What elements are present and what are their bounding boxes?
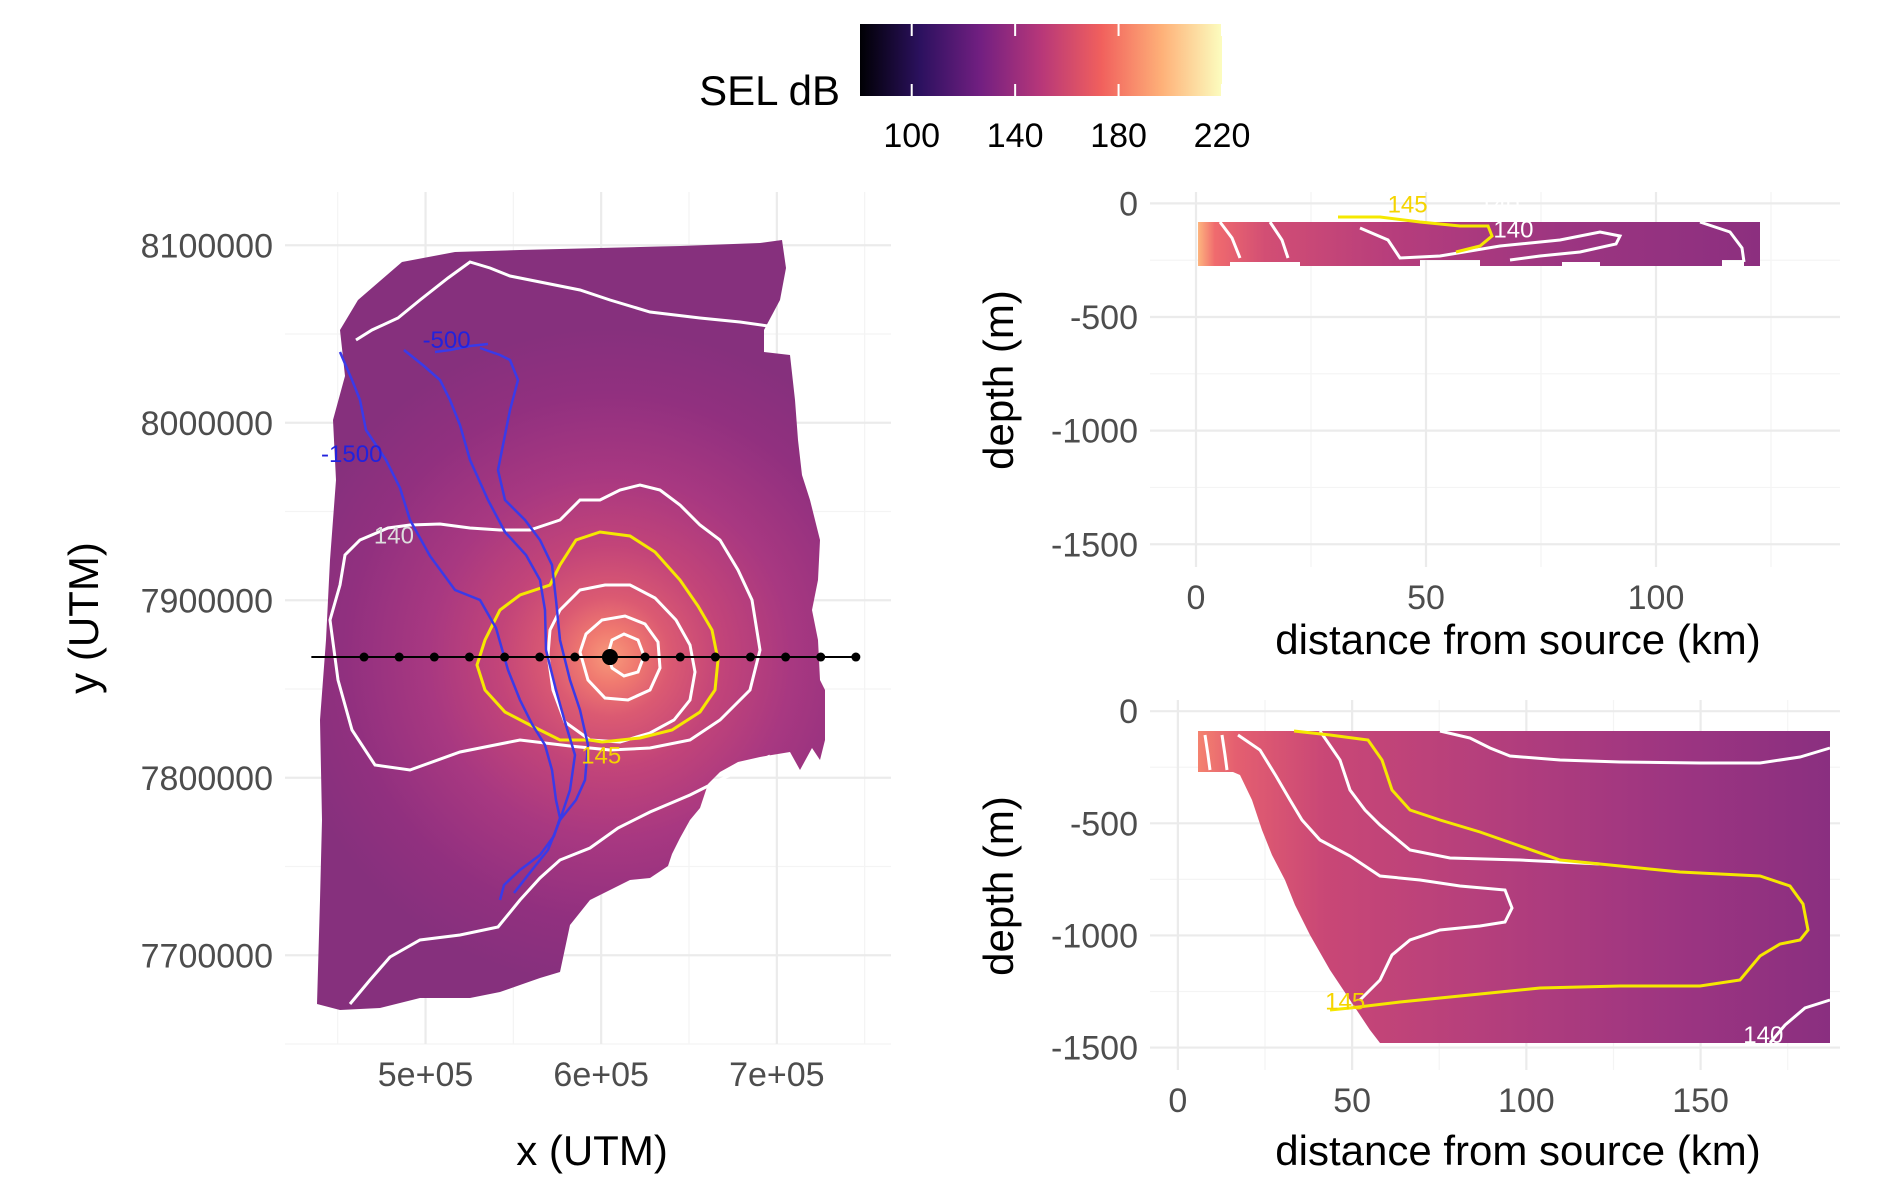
section-bottom-contour-145	[1293, 729, 1810, 1012]
section-bottom-raster	[1198, 731, 1830, 1043]
section-top-grid	[1150, 192, 1840, 567]
section-bottom-contour-white-3	[1237, 733, 1514, 1002]
section-top-raster	[1198, 222, 1760, 266]
contour-140-ring	[328, 483, 762, 772]
section-top-y-tick-label: -1500	[1051, 526, 1138, 564]
section-top-contour-white-2	[1268, 221, 1290, 259]
section-bottom-x-tick-label: 100	[1498, 1082, 1555, 1120]
receiver-point	[745, 652, 755, 662]
receiver-point	[851, 652, 861, 662]
source-point	[601, 649, 618, 666]
legend-tick-label: 180	[1090, 117, 1147, 155]
receiver-point	[429, 652, 439, 662]
receiver-point	[500, 652, 510, 662]
map-y-tick-label: 7900000	[141, 582, 273, 620]
receiver-point	[570, 652, 580, 662]
map-y-tick-label: 7700000	[141, 937, 273, 975]
legend-tick-label: 220	[1194, 117, 1251, 155]
map-y-axis-title: y (UTM)	[60, 542, 107, 694]
section-top-contour-label: 140	[1480, 191, 1520, 218]
receiver-point	[394, 652, 404, 662]
section-top-y-tick-label: -500	[1070, 299, 1138, 337]
section-bottom-x-tick-label: 50	[1333, 1082, 1371, 1120]
section-bottom-panel: 145 140 0 50 100 150 0 -500 -1000 -1500 distance…	[975, 693, 1840, 1174]
section-bottom-y-tick-label: 0	[1119, 693, 1138, 731]
section-top-x-tick-label: 50	[1407, 579, 1445, 617]
receiver-point	[816, 652, 826, 662]
receiver-point	[640, 652, 650, 662]
bathymetry-contour-2	[403, 349, 577, 894]
map-x-tick-label: 7e+05	[729, 1056, 825, 1094]
section-bottom-x-tick-label: 0	[1168, 1082, 1187, 1120]
section-bottom-contour-white-6	[1768, 998, 1831, 1044]
receiver-points	[359, 652, 861, 662]
section-top-contour-white-3	[1359, 226, 1623, 262]
map-y-tick-label: 8100000	[141, 227, 273, 265]
section-top-x-tick-label: 0	[1187, 579, 1206, 617]
section-top-x-tick-label: 100	[1628, 579, 1685, 617]
section-top-contour-145	[1338, 215, 1494, 254]
section-top-x-axis-title: distance from source (km)	[1275, 616, 1760, 663]
map-x-axis-title: x (UTM)	[516, 1127, 668, 1174]
section-bottom-y-tick-label: -1500	[1051, 1030, 1138, 1068]
bathymetry-contour-4	[434, 342, 489, 354]
colorbar	[860, 24, 1222, 96]
section-bottom-contour-white-2	[1220, 734, 1229, 771]
receiver-point	[464, 652, 474, 662]
receiver-point	[675, 652, 685, 662]
contour-140-north	[355, 260, 769, 342]
section-bottom-contour-label: 140	[1743, 1022, 1783, 1049]
map-y-tick-label: 8000000	[141, 405, 273, 443]
section-bottom-contour-white-1	[1203, 734, 1212, 771]
map-x-tick-label: 6e+05	[553, 1056, 649, 1094]
map-y-tick-label: 7800000	[141, 760, 273, 798]
legend-tick-label: 100	[883, 117, 940, 155]
bathymetry-contour-3	[479, 346, 590, 821]
map-x-tick-label: 5e+05	[378, 1056, 474, 1094]
section-bottom-y-tick-label: -500	[1070, 805, 1138, 843]
section-top-y-tick-label: 0	[1119, 185, 1138, 223]
section-top-contour-white-1	[1218, 221, 1242, 259]
section-bottom-contour-label: 145	[1325, 988, 1365, 1015]
section-top-contour-label: 145	[1388, 191, 1428, 218]
section-bottom-contour-white-4	[1318, 730, 1601, 866]
section-top-y-axis-title: depth (m)	[975, 290, 1022, 470]
map-sel-raster	[317, 240, 825, 1010]
receiver-point	[781, 652, 791, 662]
section-bottom-x-tick-label: 150	[1672, 1082, 1729, 1120]
section-top-contour-label: 140	[1493, 216, 1533, 243]
contour-160	[578, 614, 662, 702]
receiver-point	[535, 652, 545, 662]
map-contour-label: -500	[423, 327, 471, 354]
map-contour-label: 145	[581, 743, 621, 770]
bathymetry-contour-1	[338, 351, 562, 901]
section-bottom-contour-white-5	[1439, 729, 1831, 765]
receiver-point	[710, 652, 720, 662]
receiver-point	[359, 652, 369, 662]
legend-tick-label: 140	[987, 117, 1044, 155]
section-bottom-y-axis-title: depth (m)	[975, 796, 1022, 976]
contour-140-outer	[348, 754, 771, 1005]
map-contour-label: 140	[374, 522, 414, 549]
map-panel: -500 -1500 140 145 5e+05 6e+05 7e+05 8100000 80…	[60, 192, 891, 1174]
section-bottom-x-axis-title: distance from source (km)	[1275, 1127, 1760, 1174]
legend-title: SEL dB	[699, 67, 840, 114]
section-top-y-tick-label: -1000	[1051, 413, 1138, 451]
section-top-contour-white-4	[1699, 220, 1746, 263]
map-contour-label: -1500	[321, 441, 382, 468]
section-bottom-y-tick-label: -1000	[1051, 917, 1138, 955]
colorbar-legend: SEL dB 100 140 180 220	[699, 24, 1250, 155]
